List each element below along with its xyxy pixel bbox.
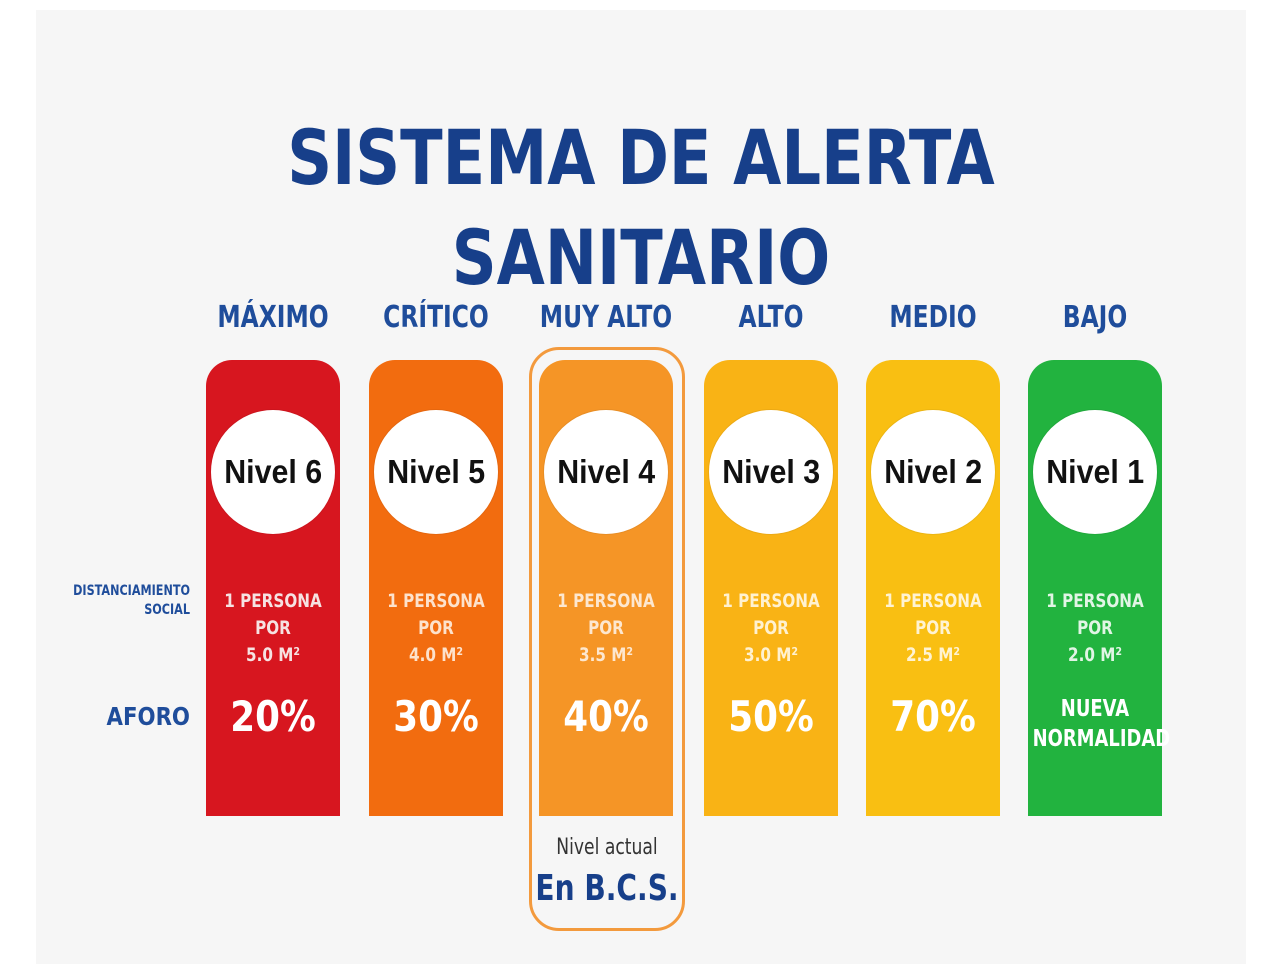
level-badge-text: Nivel 5 xyxy=(387,453,485,490)
current-level-highlight xyxy=(529,347,685,931)
level-name-nivel-2: MEDIO xyxy=(889,300,977,335)
level-name-nivel-5: CRÍTICO xyxy=(383,300,489,335)
current-level-place: En B.C.S. xyxy=(535,868,679,909)
distanciamiento-value-nivel-5: 1 PERSONA POR 4.0 M² xyxy=(387,590,485,666)
level-badge-nivel-3: Nivel 3 xyxy=(709,410,833,534)
distanciamiento-value-nivel-2: 1 PERSONA POR 2.5 M² xyxy=(884,590,982,666)
aforo-value-nivel-5: 30% xyxy=(393,692,479,741)
level-badge-text: Nivel 6 xyxy=(224,453,322,490)
level-name-nivel-4: MUY ALTO xyxy=(539,300,673,335)
distanciamiento-row-label: DISTANCIAMIENTO SOCIAL xyxy=(70,582,190,620)
level-name-nivel-3: ALTO xyxy=(738,300,804,335)
level-badge-nivel-1: Nivel 1 xyxy=(1033,410,1157,534)
level-name-nivel-6: MÁXIMO xyxy=(217,300,329,335)
level-badge-text: Nivel 1 xyxy=(1046,453,1144,490)
level-name-nivel-1: BAJO xyxy=(1062,300,1128,335)
level-badge-text: Nivel 4 xyxy=(557,453,655,490)
level-badge-nivel-4: Nivel 4 xyxy=(544,410,668,534)
aforo-row-label: AFORO xyxy=(106,702,190,731)
level-badge-nivel-5: Nivel 5 xyxy=(374,410,498,534)
distanciamiento-label-text: DISTANCIAMIENTO SOCIAL xyxy=(73,583,190,618)
level-badge-nivel-6: Nivel 6 xyxy=(211,410,335,534)
level-badge-nivel-2: Nivel 2 xyxy=(871,410,995,534)
distanciamiento-value-nivel-6: 1 PERSONA POR 5.0 M² xyxy=(224,590,322,666)
level-badge-text: Nivel 2 xyxy=(884,453,982,490)
aforo-value-nivel-2: 70% xyxy=(890,692,976,741)
level-badge-text: Nivel 3 xyxy=(722,453,820,490)
distanciamiento-value-nivel-4: 1 PERSONA POR 3.5 M² xyxy=(557,590,655,666)
aforo-value-nivel-6: 20% xyxy=(230,692,316,741)
distanciamiento-value-nivel-3: 1 PERSONA POR 3.0 M² xyxy=(722,590,820,666)
page-title: SISTEMA DE ALERTA SANITARIO xyxy=(287,113,995,302)
aforo-value-nivel-1: NUEVA NORMALIDAD xyxy=(1032,696,1171,752)
aforo-value-nivel-3: 50% xyxy=(728,692,814,741)
distanciamiento-value-nivel-1: 1 PERSONA POR 2.0 M² xyxy=(1046,590,1144,666)
aforo-value-nivel-4: 40% xyxy=(563,692,649,741)
current-level-caption: Nivel actual xyxy=(556,835,658,860)
